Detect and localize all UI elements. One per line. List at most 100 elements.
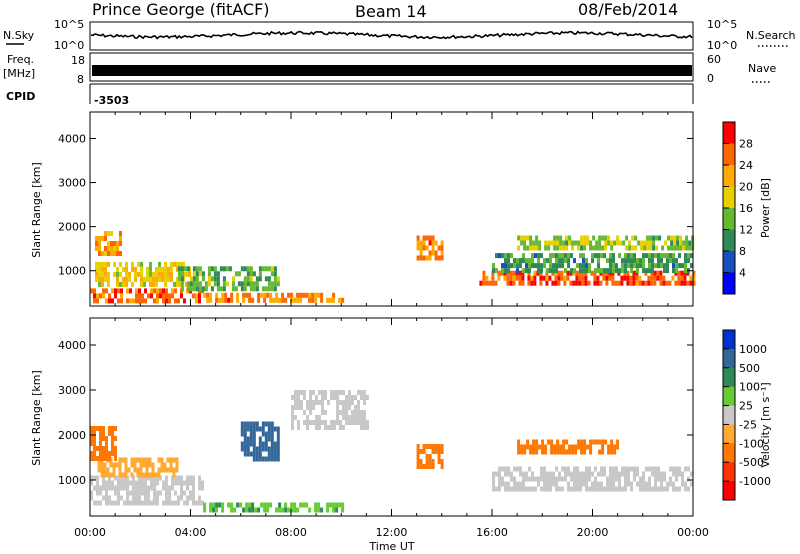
heatmap-cell xyxy=(491,275,495,281)
heatmap-cell xyxy=(110,246,113,251)
heatmap-cell xyxy=(538,444,542,450)
heatmap-cell xyxy=(270,266,274,272)
heatmap-cell xyxy=(425,464,429,469)
heatmap-cell xyxy=(685,245,689,251)
heatmap-cell xyxy=(155,271,158,277)
heatmap-cell xyxy=(363,395,366,400)
heatmap-cell xyxy=(168,298,171,304)
heatmap-cell xyxy=(336,390,339,395)
heatmap-cell xyxy=(338,502,342,508)
heatmap-cell xyxy=(192,500,195,506)
heatmap-cell xyxy=(634,235,638,241)
heatmap-cell xyxy=(195,500,198,506)
heatmap-cell xyxy=(93,446,96,451)
heatmap-cell xyxy=(360,395,363,400)
heatmap-cell xyxy=(555,481,558,487)
heatmap-cell xyxy=(149,271,152,277)
heatmap-cell xyxy=(504,481,507,487)
heatmap-cell xyxy=(96,426,99,431)
heatmap-cell xyxy=(543,466,546,472)
heatmap-cell xyxy=(168,490,171,496)
heatmap-cell xyxy=(144,500,147,506)
heatmap-cell xyxy=(528,268,531,274)
heatmap-cell xyxy=(416,444,420,449)
heatmap-cell xyxy=(269,297,273,303)
heatmap-cell xyxy=(111,426,114,431)
heatmap-cell xyxy=(627,253,630,259)
heatmap-cell xyxy=(330,395,333,400)
heatmap-cell xyxy=(157,467,161,473)
y-tick-label: 1000 xyxy=(58,265,86,278)
heatmap-cell xyxy=(144,495,147,501)
heatmap-cell xyxy=(147,495,150,501)
heatmap-cell xyxy=(594,481,597,487)
heatmap-cell xyxy=(339,400,342,405)
heatmap-cell xyxy=(287,292,291,298)
heatmap-cell xyxy=(314,502,318,508)
heatmap-cell xyxy=(99,456,102,461)
heatmap-cell xyxy=(158,271,161,277)
heatmap-cell xyxy=(105,456,108,461)
heatmap-cell xyxy=(105,485,108,491)
heatmap-cell xyxy=(126,490,129,496)
heatmap-cell xyxy=(566,275,570,281)
heatmap-cell xyxy=(258,446,262,452)
heatmap-cell xyxy=(111,500,114,506)
heatmap-cell xyxy=(520,240,524,246)
heatmap-cell xyxy=(166,467,170,473)
heatmap-cell xyxy=(312,405,315,410)
heatmap-cell xyxy=(678,486,681,492)
heatmap-cell xyxy=(246,421,250,427)
heatmap-cell xyxy=(258,441,262,447)
colorbar-segment xyxy=(723,165,735,187)
heatmap-cell xyxy=(170,276,173,282)
heatmap-cell xyxy=(546,481,549,487)
heatmap-cell xyxy=(243,436,247,442)
heatmap-cell xyxy=(580,444,584,450)
heatmap-cell xyxy=(99,451,102,456)
heatmap-cell xyxy=(227,502,231,508)
heatmap-cell xyxy=(99,485,102,491)
heatmap-cell xyxy=(110,231,113,236)
heatmap-cell xyxy=(267,456,271,462)
heatmap-cell xyxy=(540,486,543,492)
heatmap-cell xyxy=(576,471,579,477)
heatmap-cell xyxy=(624,486,627,492)
heatmap-cell xyxy=(529,235,533,241)
heatmap-cell xyxy=(117,485,120,491)
heatmap-cell xyxy=(504,268,507,274)
heatmap-cell xyxy=(621,258,624,264)
heatmap-cell xyxy=(186,266,190,272)
heatmap-cell xyxy=(523,240,527,246)
heatmap-cell xyxy=(96,446,99,451)
heatmap-cell xyxy=(164,281,167,287)
heatmap-cell xyxy=(522,258,525,264)
heatmap-cell xyxy=(126,485,129,491)
heatmap-cell xyxy=(599,270,603,276)
colorbar-segment xyxy=(723,424,735,444)
heatmap-cell xyxy=(210,286,214,292)
heatmap-cell xyxy=(180,495,183,501)
heatmap-cell xyxy=(240,431,244,437)
heatmap-cell xyxy=(345,395,348,400)
heatmap-cell xyxy=(574,444,578,450)
heatmap-cell xyxy=(591,471,594,477)
heatmap-cell xyxy=(155,266,158,272)
heatmap-cell xyxy=(198,475,201,481)
heatmap-cell xyxy=(492,268,495,274)
heatmap-cell xyxy=(174,500,177,506)
heatmap-cell xyxy=(440,444,444,449)
heatmap-cell xyxy=(624,471,627,477)
heatmap-cell xyxy=(102,293,105,299)
heatmap-cell xyxy=(246,426,250,432)
heatmap-cell xyxy=(104,261,107,267)
heatmap-cell xyxy=(354,420,357,425)
heatmap-cell xyxy=(416,459,420,464)
heatmap-cell xyxy=(219,266,223,272)
heatmap-cell xyxy=(662,275,666,281)
heatmap-cell xyxy=(611,275,615,281)
heatmap-cell xyxy=(308,297,312,303)
heatmap-cell xyxy=(625,235,629,241)
heatmap-cell xyxy=(173,261,176,267)
heatmap-cell xyxy=(303,390,306,395)
